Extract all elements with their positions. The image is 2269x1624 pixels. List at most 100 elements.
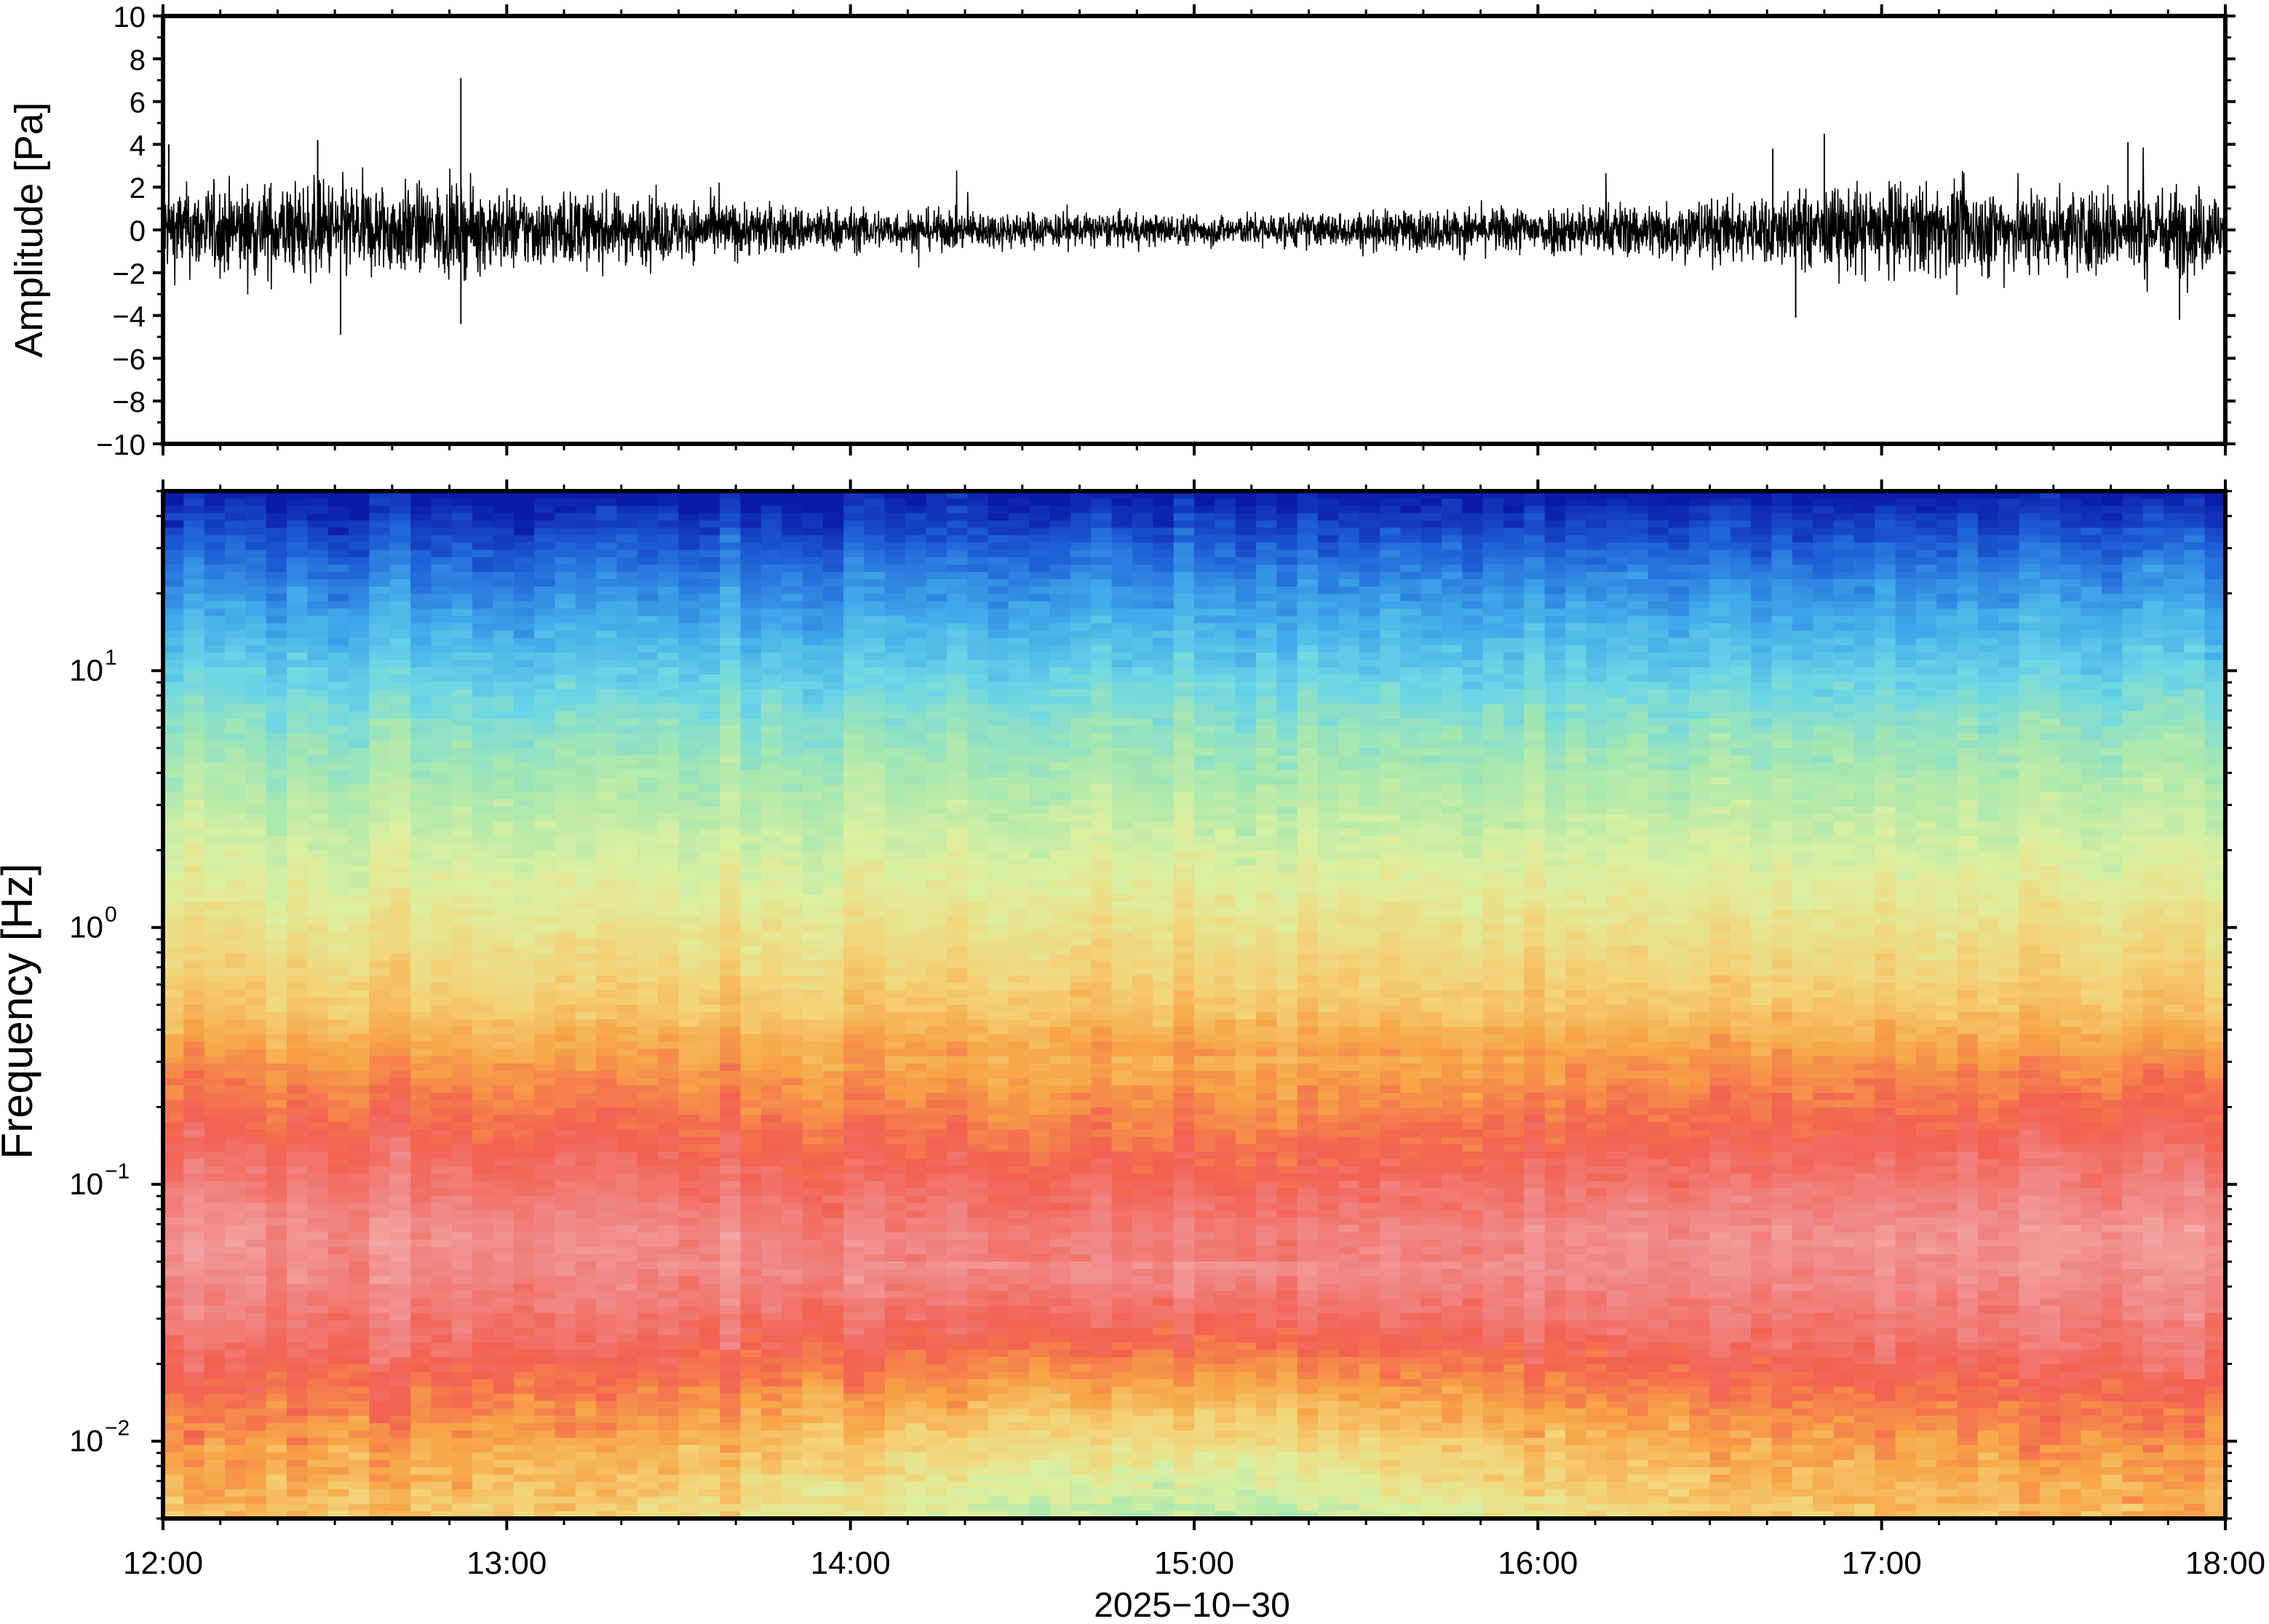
spectrogram-cell	[720, 821, 742, 829]
spectrogram-cell	[451, 777, 474, 786]
spectrogram-cell	[245, 1078, 267, 1086]
spectrogram-cell	[431, 1474, 453, 1483]
spectrogram-cell	[349, 528, 370, 536]
spectrogram-cell	[245, 645, 267, 653]
spectrogram-cell	[183, 1372, 205, 1380]
spectrogram-cell	[740, 975, 762, 984]
spectrogram-cell	[493, 1239, 514, 1248]
spectrogram-cell	[307, 997, 329, 1006]
spectrogram-cell	[596, 1401, 618, 1409]
spectrogram-cell	[389, 1393, 411, 1402]
spectrogram-cell	[410, 851, 432, 859]
spectrogram-cell	[225, 1181, 247, 1190]
spectrogram-cell	[596, 975, 618, 984]
spectrogram-cell	[740, 953, 762, 962]
spectrogram-cell	[431, 528, 453, 536]
spectrogram-cell	[864, 836, 886, 845]
spectrogram-cell	[410, 1166, 432, 1174]
spectrogram-cell	[307, 535, 329, 544]
spectrogram-cell	[534, 637, 556, 646]
spectrogram-cell	[802, 960, 824, 969]
spectrogram-cell	[720, 535, 742, 544]
spectrogram-cell	[822, 682, 845, 690]
spectrogram-cell	[822, 1225, 845, 1233]
spectrogram-cell	[204, 704, 226, 712]
spectrogram-cell	[699, 645, 721, 653]
spectrogram-cell	[782, 1262, 803, 1270]
spectrogram-cell	[431, 1364, 453, 1373]
spectrogram-cell	[575, 1305, 597, 1314]
spectrogram-cell	[555, 917, 576, 926]
spectrogram-cell	[740, 1012, 762, 1021]
spectrogram-cell	[287, 1342, 309, 1350]
spectrogram-cell	[472, 1364, 494, 1373]
spectrogram-cell	[760, 660, 783, 669]
spectrogram-cell	[513, 1357, 536, 1366]
spectrogram-cell	[493, 1474, 514, 1483]
spectrogram-cell	[307, 1254, 329, 1262]
spectrogram-cell	[555, 1510, 576, 1518]
spectrogram-cell	[327, 1489, 349, 1497]
spectrogram-cell	[245, 513, 267, 522]
spectrogram-cell	[616, 1107, 638, 1116]
spectrogram-cell	[472, 1129, 494, 1138]
spectrogram-cell	[864, 821, 886, 829]
spectrogram-cell	[864, 660, 886, 669]
spectrogram-cell	[349, 1460, 370, 1468]
spectrogram-cell	[596, 1327, 618, 1336]
spectrogram-cell	[266, 880, 287, 888]
spectrogram-cell	[720, 1298, 742, 1307]
spectrogram-cell	[472, 1063, 494, 1072]
spectrogram-cell	[864, 689, 886, 698]
spectrogram-cell	[369, 1305, 391, 1314]
spectrogram-cell	[163, 528, 185, 536]
spectrogram-cell	[183, 601, 205, 610]
spectrogram-cell	[720, 1283, 742, 1292]
spectrogram-cell	[575, 1056, 597, 1064]
spectrogram-cell	[287, 689, 309, 698]
spectrogram-cell	[327, 594, 349, 602]
spectrogram-cell	[245, 549, 267, 558]
spectrogram-cell	[720, 1246, 742, 1255]
spectrogram-cell	[431, 652, 453, 661]
spectrogram-cell	[678, 960, 700, 969]
spectrogram-cell	[596, 1122, 618, 1131]
spectrogram-cell	[658, 1372, 680, 1380]
spectrogram-cell	[843, 997, 865, 1006]
spectrogram-cell	[493, 939, 514, 947]
spectrogram-cell	[534, 939, 556, 947]
spectrogram-cell	[431, 1093, 453, 1102]
spectrogram-cell	[245, 828, 267, 837]
spectrogram-cell	[740, 887, 762, 896]
spectrogram-cell	[307, 1217, 329, 1226]
spectrogram-cell	[802, 498, 824, 507]
spectrogram-cell	[760, 1093, 783, 1102]
spectrogram-cell	[451, 1474, 474, 1483]
spectrogram-cell	[802, 858, 824, 867]
spectrogram-cell	[245, 1056, 267, 1064]
spectrogram-cell	[678, 1364, 700, 1373]
spectrogram-cell	[163, 740, 185, 749]
spectrogram-cell	[327, 674, 349, 683]
spectrogram-cell	[843, 564, 865, 573]
spectrogram-cell	[493, 784, 514, 793]
spectrogram-cell	[369, 1041, 391, 1050]
spectrogram-cell	[534, 1452, 556, 1461]
spectrogram-cell	[864, 953, 886, 962]
spectrogram-cell	[287, 1262, 309, 1270]
spectrogram-cell	[513, 498, 536, 507]
spectrogram-cell	[720, 1467, 742, 1476]
spectrogram-cell	[720, 748, 742, 757]
spectrogram-cell	[782, 1085, 803, 1094]
spectrogram-cell	[822, 858, 845, 867]
spectrogram-cell	[245, 1063, 267, 1072]
spectrogram-cell	[596, 704, 618, 712]
spectrogram-cell	[699, 740, 721, 749]
spectrogram-cell	[637, 1158, 659, 1167]
spectrogram-cell	[225, 851, 247, 859]
spectrogram-cell	[183, 901, 205, 910]
spectrogram-cell	[225, 1239, 247, 1248]
spectrogram-cell	[782, 601, 803, 610]
spectrogram-cell	[389, 1342, 411, 1350]
spectrogram-cell	[349, 924, 370, 933]
